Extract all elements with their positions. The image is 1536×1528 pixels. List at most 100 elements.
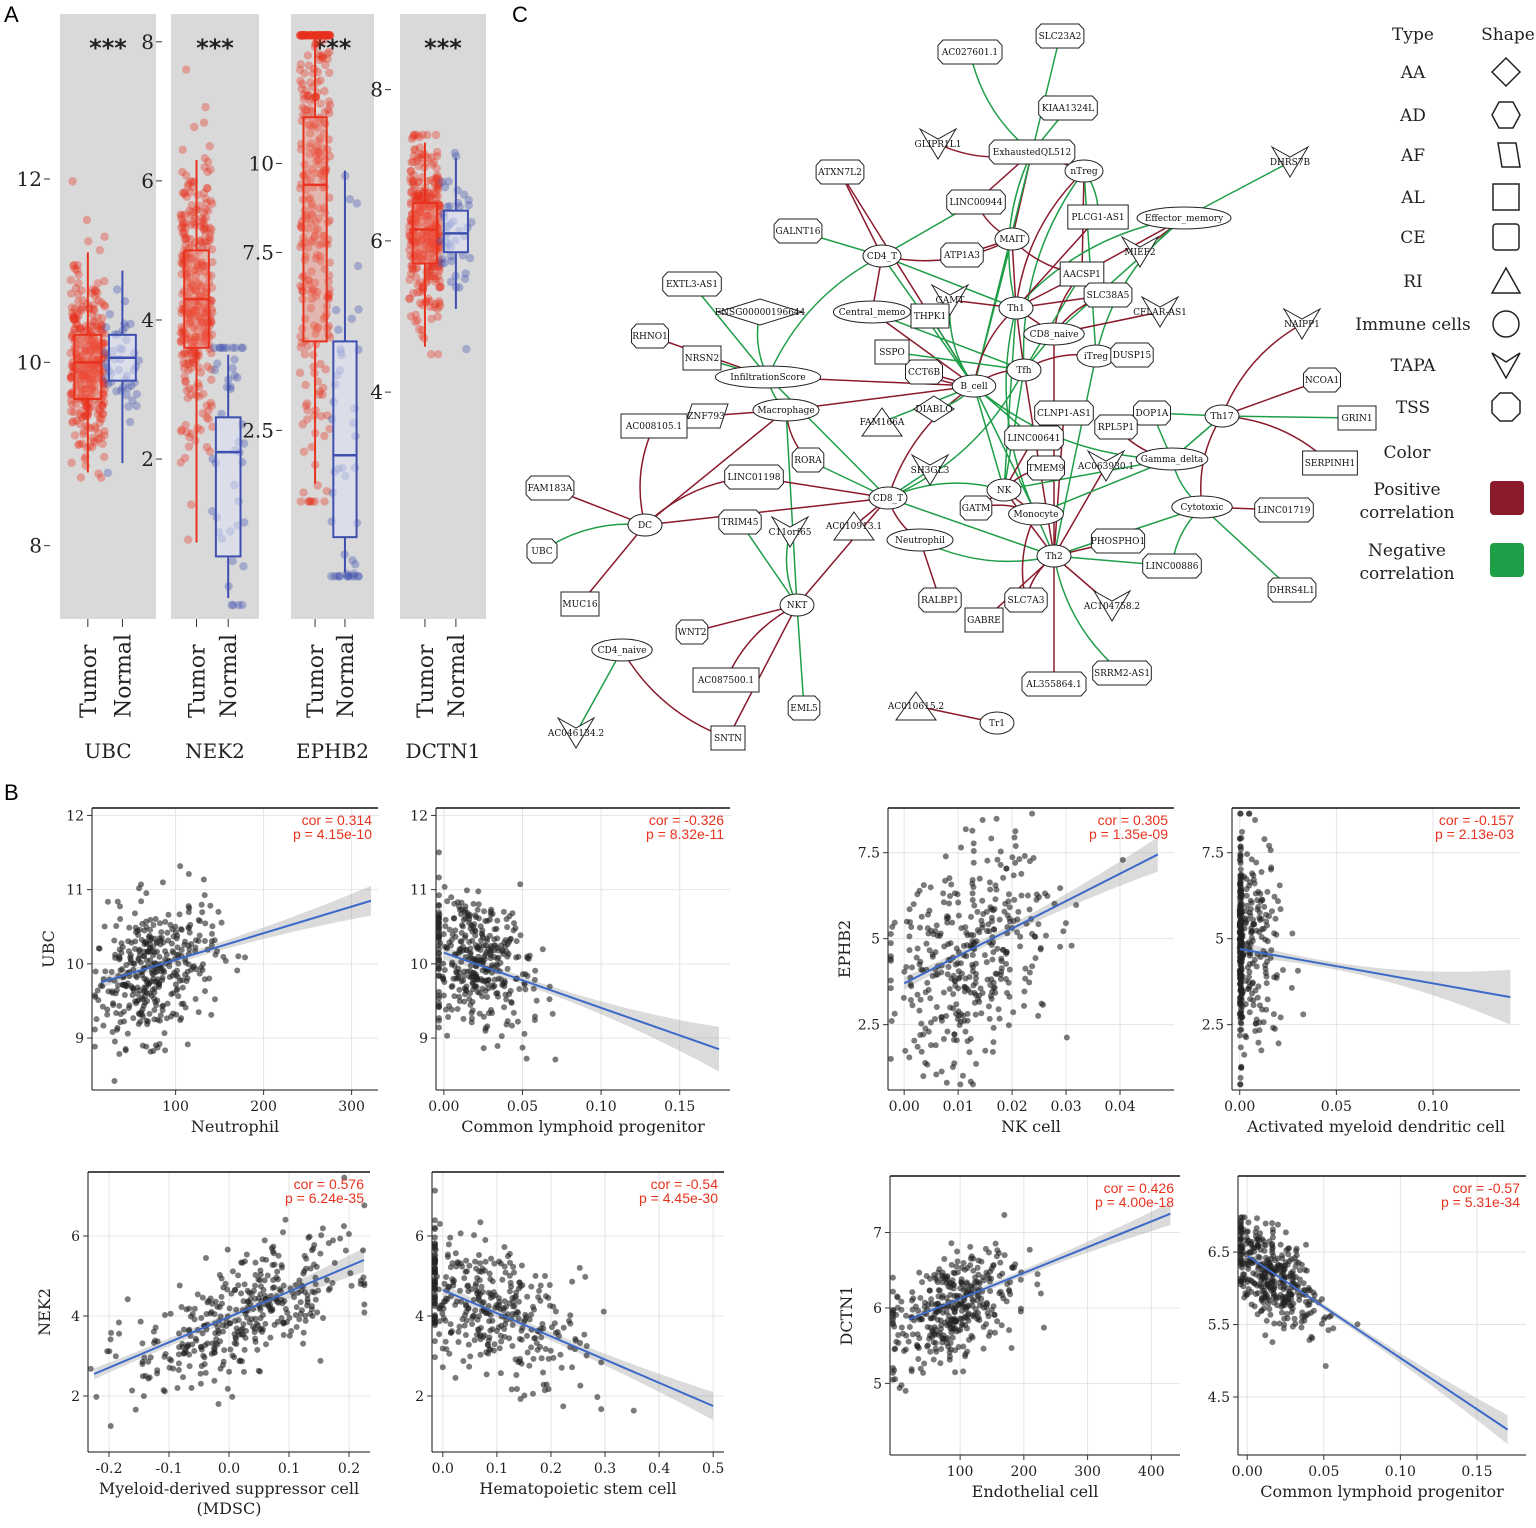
data-point bbox=[306, 287, 316, 297]
data-point bbox=[1246, 1009, 1253, 1016]
data-point bbox=[1253, 963, 1260, 970]
node-label: AC087500.1 bbox=[697, 676, 754, 686]
data-point bbox=[532, 1272, 539, 1279]
data-point bbox=[443, 944, 450, 951]
data-point bbox=[416, 278, 425, 287]
data-point bbox=[419, 250, 428, 259]
data-point bbox=[161, 1312, 168, 1319]
significance-stars: *** bbox=[424, 34, 462, 62]
node-shape bbox=[979, 711, 1015, 735]
data-point bbox=[249, 1323, 256, 1330]
data-point bbox=[86, 379, 96, 388]
data-point bbox=[419, 251, 428, 260]
data-point bbox=[203, 167, 212, 177]
data-point bbox=[299, 31, 309, 40]
y-tick-label: 6 bbox=[370, 229, 383, 253]
data-point bbox=[307, 31, 316, 40]
legend-type-ri: RI bbox=[1403, 266, 1522, 294]
y-tick-label: 4 bbox=[141, 308, 154, 332]
data-point bbox=[477, 1351, 484, 1358]
data-point bbox=[218, 1293, 225, 1300]
y-tick-label: 4.5 bbox=[1208, 1390, 1230, 1406]
node-shape bbox=[1110, 342, 1154, 368]
data-point bbox=[228, 1290, 235, 1297]
data-point bbox=[270, 1243, 277, 1250]
data-point bbox=[1018, 892, 1025, 899]
data-point bbox=[229, 1352, 236, 1359]
data-point bbox=[569, 1364, 576, 1371]
data-point bbox=[138, 898, 145, 905]
data-point bbox=[217, 1338, 224, 1345]
data-point bbox=[329, 1279, 336, 1286]
data-point bbox=[322, 31, 331, 40]
data-point bbox=[1294, 967, 1301, 974]
data-point bbox=[1255, 904, 1262, 911]
data-point bbox=[902, 1387, 909, 1394]
data-point bbox=[889, 1314, 896, 1321]
data-point bbox=[233, 1306, 240, 1313]
data-point bbox=[69, 329, 78, 339]
data-point bbox=[69, 260, 79, 270]
data-point bbox=[903, 1312, 910, 1319]
data-point bbox=[943, 1295, 950, 1302]
node-label: EXTL3-AS1 bbox=[666, 280, 718, 290]
y-tick-label: 8 bbox=[370, 78, 383, 102]
data-point bbox=[115, 982, 122, 989]
data-point bbox=[200, 876, 207, 883]
data-point bbox=[431, 189, 441, 199]
node-shape bbox=[770, 515, 810, 548]
data-point bbox=[94, 405, 104, 414]
data-point bbox=[99, 983, 106, 990]
data-point bbox=[190, 305, 199, 315]
data-point bbox=[208, 422, 217, 432]
data-point bbox=[296, 497, 305, 506]
y-tick-label: 7.5 bbox=[1202, 846, 1224, 862]
data-point bbox=[974, 1309, 981, 1316]
node-label: AC010615.2 bbox=[887, 702, 944, 712]
data-point bbox=[1021, 853, 1028, 860]
data-point bbox=[76, 473, 86, 482]
data-point bbox=[186, 1305, 193, 1312]
data-point bbox=[970, 859, 977, 866]
data-point bbox=[446, 1002, 453, 1009]
node-label: SERPINH1 bbox=[1305, 459, 1356, 469]
y-tick-label: 2 bbox=[415, 1389, 424, 1405]
data-point bbox=[78, 413, 88, 422]
data-point bbox=[1238, 1020, 1245, 1027]
data-point bbox=[410, 183, 419, 192]
data-point bbox=[411, 310, 420, 320]
data-point bbox=[949, 1334, 956, 1341]
data-point bbox=[503, 916, 510, 923]
data-point bbox=[186, 500, 196, 509]
data-point bbox=[415, 298, 425, 308]
data-point bbox=[471, 1337, 478, 1344]
data-point bbox=[194, 302, 203, 311]
node-label: GLIPR1L1 bbox=[915, 140, 962, 150]
data-point bbox=[196, 314, 205, 323]
data-point bbox=[181, 171, 191, 180]
data-point bbox=[1243, 892, 1250, 899]
data-point bbox=[940, 1035, 947, 1042]
data-point bbox=[990, 1039, 997, 1046]
data-point bbox=[177, 350, 186, 360]
data-point bbox=[499, 1276, 506, 1283]
data-point bbox=[598, 1359, 605, 1366]
data-point bbox=[139, 920, 146, 927]
data-point bbox=[1026, 906, 1033, 913]
data-point bbox=[114, 898, 121, 905]
data-point bbox=[318, 390, 327, 399]
y-tick-label: 8 bbox=[29, 534, 42, 558]
data-point bbox=[421, 202, 430, 211]
data-point bbox=[215, 343, 225, 352]
node-label: CCT6B bbox=[908, 368, 941, 378]
data-point bbox=[114, 1024, 121, 1031]
data-point bbox=[312, 31, 321, 40]
data-point bbox=[972, 991, 979, 998]
data-point bbox=[181, 420, 190, 430]
data-point bbox=[89, 305, 99, 315]
data-point bbox=[198, 901, 205, 908]
data-point bbox=[435, 266, 444, 276]
node-naipp1: NAIPP1 bbox=[1282, 307, 1322, 340]
data-point bbox=[76, 324, 86, 333]
data-point bbox=[414, 190, 423, 199]
